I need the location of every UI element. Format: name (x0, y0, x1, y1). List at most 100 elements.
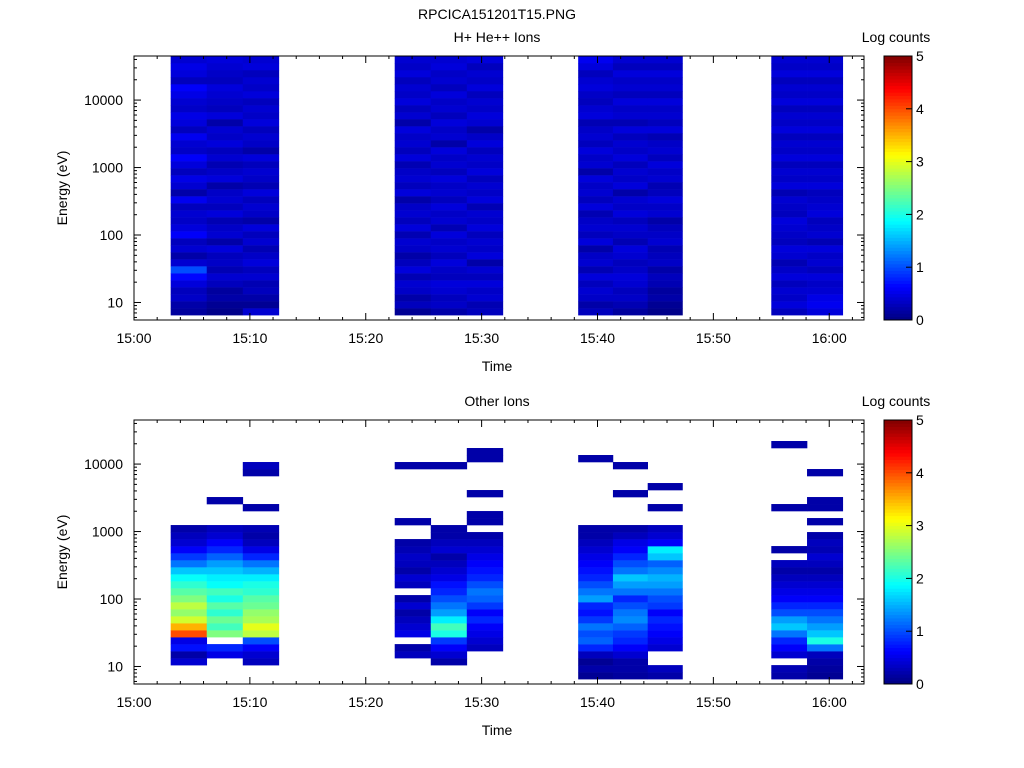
heatmap-cell (647, 77, 683, 85)
heatmap-cell (578, 595, 614, 603)
heatmap-cell (466, 154, 504, 162)
heatmap-cell (466, 168, 504, 176)
heatmap-cell (242, 245, 280, 253)
colorbar-segment (884, 680, 912, 685)
heatmap-cell (578, 224, 614, 232)
heatmap-cell (430, 273, 468, 281)
heatmap-cell (612, 154, 648, 162)
heatmap-cell (807, 630, 844, 638)
heatmap-cell (394, 595, 432, 603)
colorbar-segment (884, 453, 912, 457)
colorbar-segment (884, 145, 912, 149)
heatmap-cell (466, 532, 504, 540)
heatmap-cell (771, 630, 808, 638)
heatmap-cell (647, 567, 683, 575)
heatmap-cell (394, 280, 432, 288)
colorbar-segment (884, 469, 912, 474)
colorbar-segment (884, 644, 912, 649)
heatmap-cell (647, 168, 683, 176)
heatmap-cells (170, 441, 844, 680)
heatmap-cell (170, 119, 208, 127)
heatmap-cell (430, 602, 468, 610)
heatmap-cell (242, 63, 280, 71)
heatmap-cell (807, 546, 844, 554)
heatmap-cell (394, 539, 432, 547)
heatmap-cell (394, 644, 432, 652)
heatmap-cell (771, 168, 808, 176)
heatmap-cell (394, 616, 432, 624)
heatmap-cell (647, 224, 683, 232)
heatmap-cell (771, 574, 808, 582)
heatmap-cell (578, 455, 614, 463)
heatmap-cell (578, 672, 614, 680)
heatmap-cell (394, 623, 432, 631)
heatmap-cell (430, 567, 468, 575)
heatmap-cell (466, 616, 504, 624)
heatmap-cell (578, 147, 614, 155)
panel-h-he-ions: H+ He++ Ions 15:00 15:10 15:20 15:30 15:40 15… (54, 29, 930, 374)
colorbar-tick-label: 3 (916, 154, 924, 170)
heatmap-cell (170, 301, 208, 309)
heatmap-cell (807, 308, 844, 316)
heatmap-cell (578, 294, 614, 302)
heatmap-cell (430, 637, 468, 645)
heatmap-cell (647, 637, 683, 645)
heatmap-cell (206, 546, 244, 554)
heatmap-cell (394, 609, 432, 617)
heatmap-cell (430, 210, 468, 218)
y-tick-label: 10000 (84, 92, 123, 108)
heatmap-cell (242, 588, 280, 596)
heatmap-cell (771, 196, 808, 204)
heatmap-cell (612, 196, 648, 204)
heatmap-cell (394, 259, 432, 267)
colorbar-segment (884, 423, 912, 427)
heatmap-cell (242, 280, 280, 288)
colorbar-segment (884, 267, 912, 271)
colorbar-segment (884, 92, 912, 96)
heatmap-cell (394, 273, 432, 281)
heatmap-cell (394, 581, 432, 589)
heatmap-cell (612, 63, 648, 71)
heatmap-cell (242, 630, 280, 638)
heatmap-cell (170, 56, 208, 64)
heatmap-cell (612, 84, 648, 92)
heatmap-cell (466, 217, 504, 225)
heatmap-cell (578, 252, 614, 260)
colorbar-segment (884, 674, 912, 678)
colorbar-segment (884, 637, 912, 642)
colorbar-segment (884, 224, 912, 228)
heatmap-cell (466, 98, 504, 106)
heatmap-cell (242, 266, 280, 274)
heatmap-cell (430, 182, 468, 190)
heatmap-cell (242, 616, 280, 624)
axes: 15:00 15:10 15:20 15:30 15:40 15:50 16:00 10 100… (84, 420, 864, 710)
heatmap-cell (206, 112, 244, 120)
colorbar-segment (884, 125, 912, 129)
heatmap-cell (807, 245, 844, 253)
heatmap-cell (647, 182, 683, 190)
heatmap-cell (430, 231, 468, 239)
heatmap-cell (647, 504, 683, 512)
heatmap-cell (430, 301, 468, 309)
heatmap-cell (578, 567, 614, 575)
colorbar-segment (884, 131, 912, 136)
heatmap-cell (170, 651, 208, 659)
heatmap-cell (430, 546, 468, 554)
heatmap-cell (612, 490, 648, 498)
heatmap-cell (394, 266, 432, 274)
heatmap-cell (170, 553, 208, 561)
heatmap-cell (170, 238, 208, 246)
heatmap-cell (771, 224, 808, 232)
heatmap-cell (242, 77, 280, 85)
heatmap-cell (771, 217, 808, 225)
heatmap-cell (466, 273, 504, 281)
heatmap-cell (394, 112, 432, 120)
heatmap-cell (170, 77, 208, 85)
heatmap-cell (807, 644, 844, 652)
heatmap-cell (394, 287, 432, 295)
heatmap-cell (394, 119, 432, 127)
colorbar-segment (884, 194, 912, 199)
colorbar-segment (884, 677, 912, 682)
x-axis-label: Time (482, 722, 513, 738)
colorbar-segment (884, 585, 912, 589)
